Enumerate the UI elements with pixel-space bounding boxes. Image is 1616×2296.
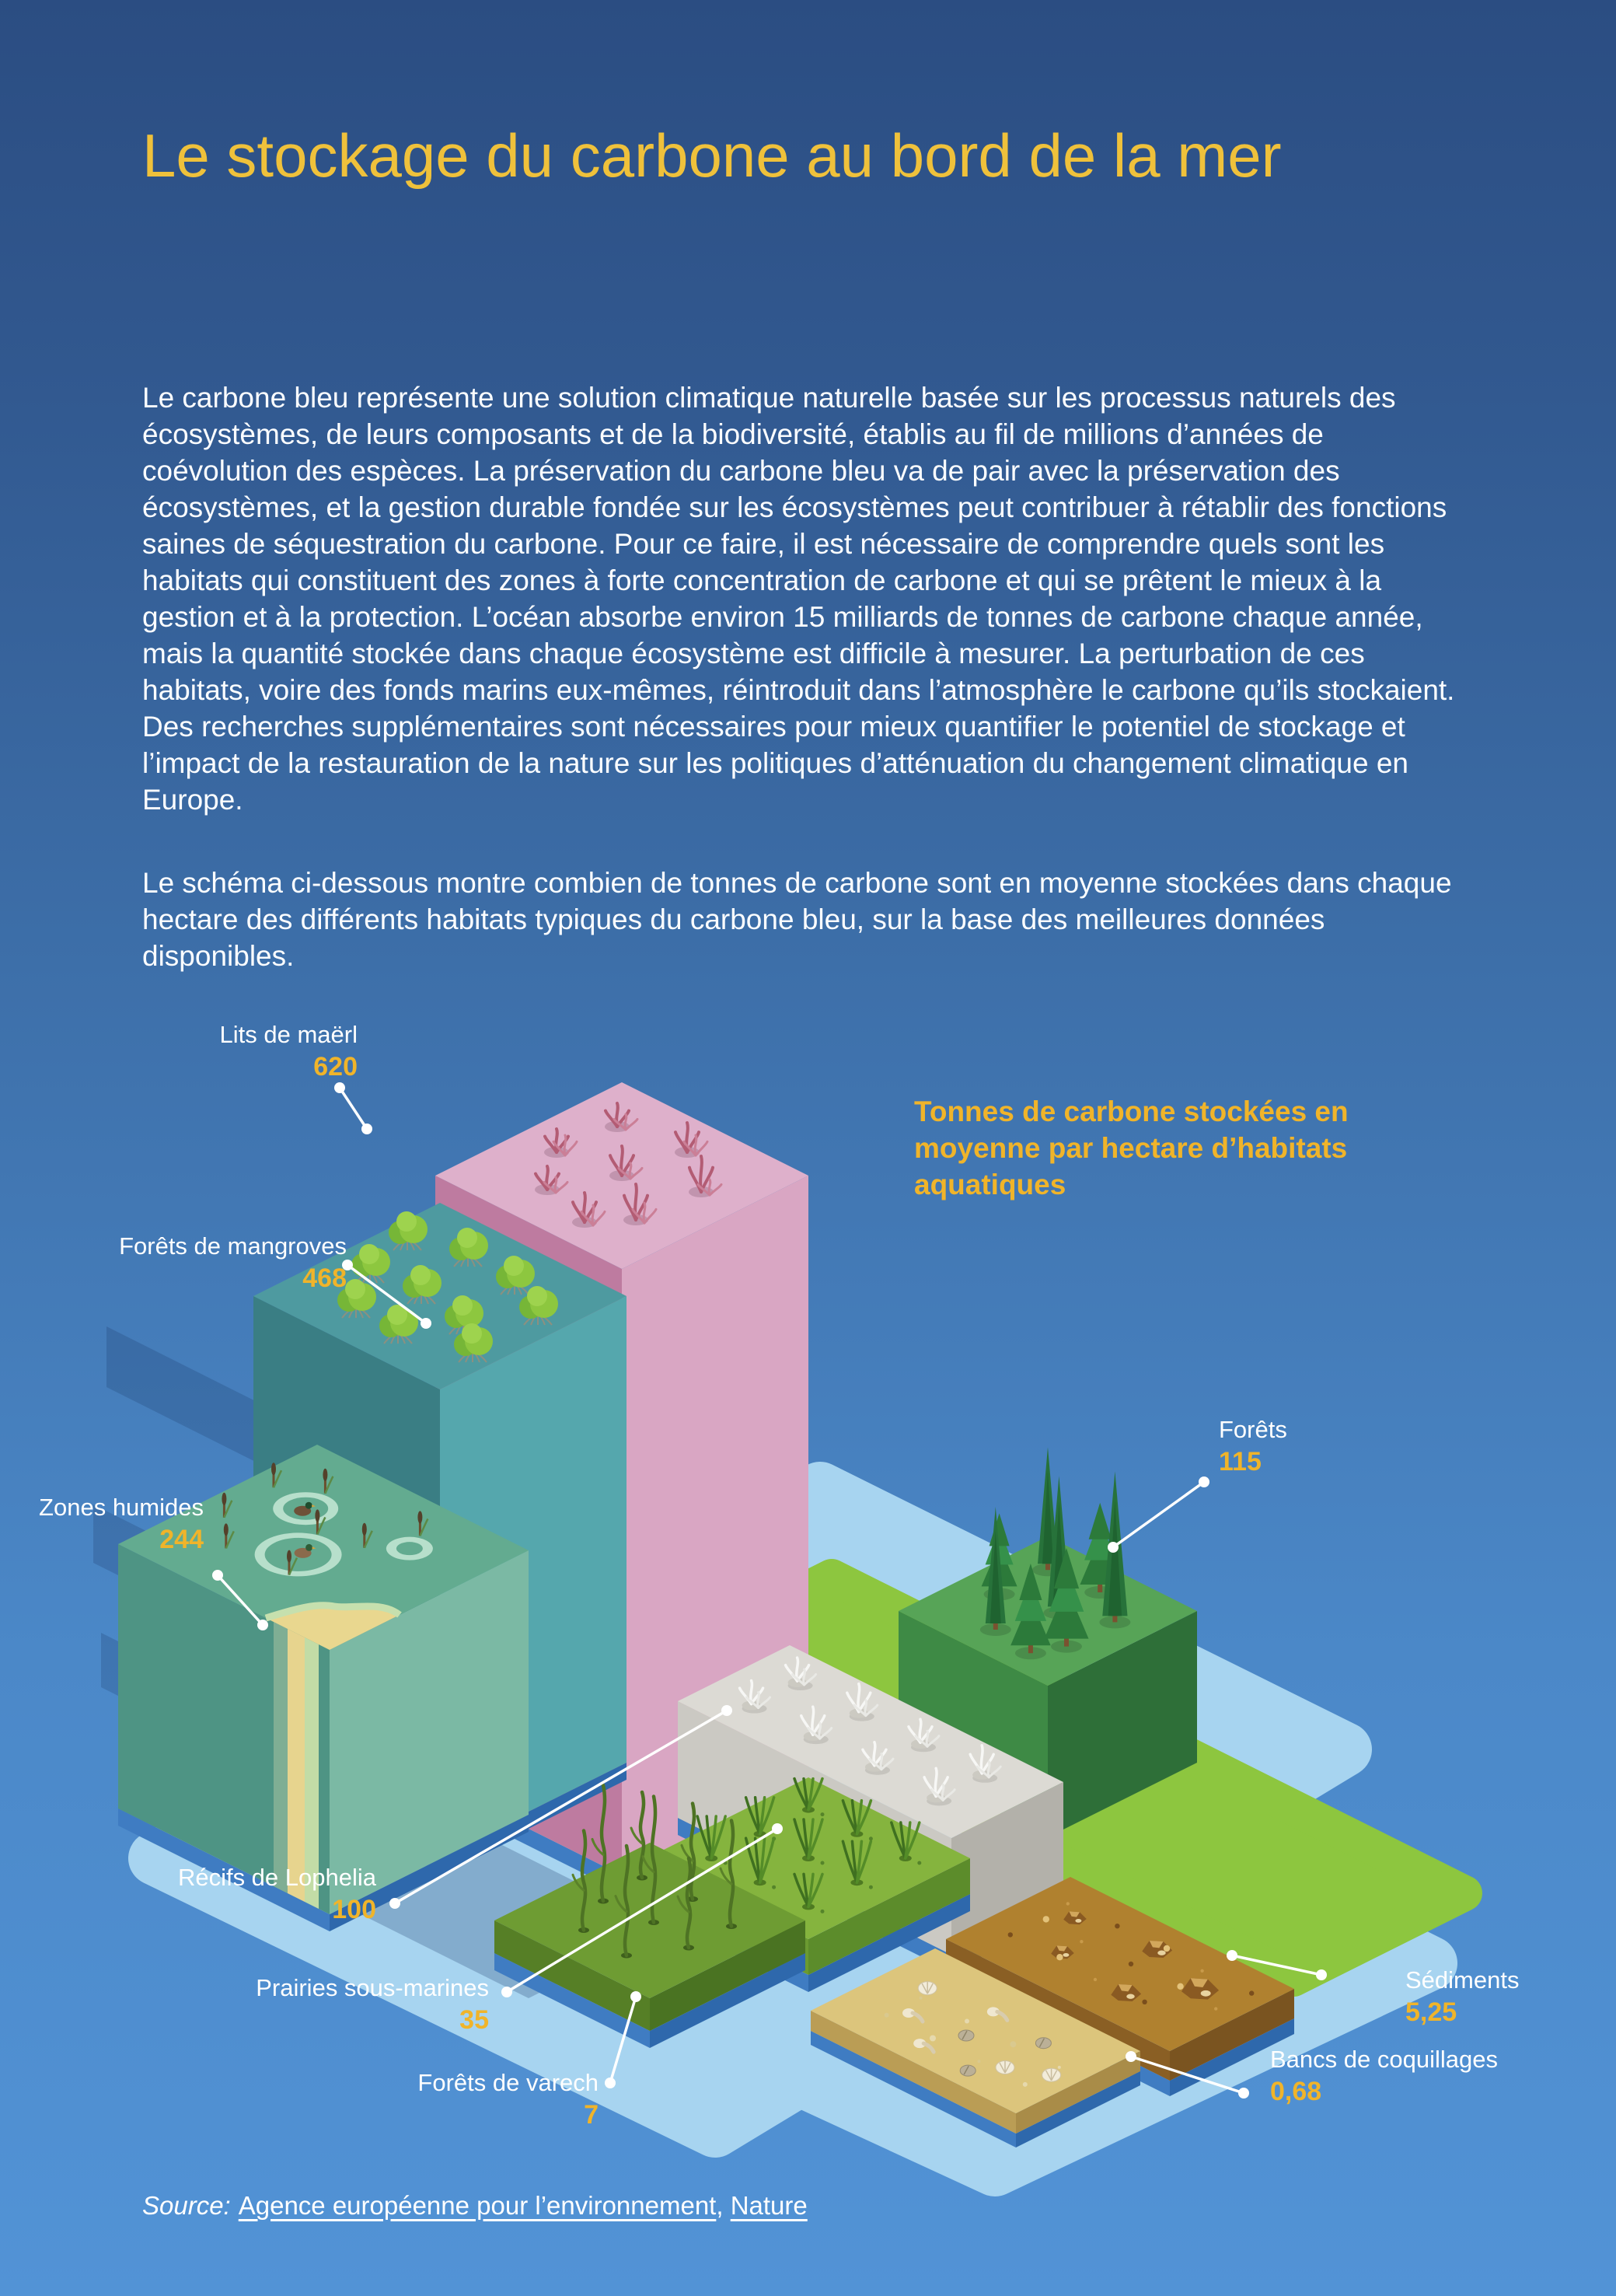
source-label: Source: <box>142 2191 231 2220</box>
habitat-value: 244 <box>159 1525 204 1554</box>
habitat-label: Bancs de coquillages <box>1270 2046 1498 2073</box>
callout-recifs-de-lophelia: Récifs de Lophelia 100 <box>178 1863 376 1925</box>
habitat-value: 0,68 <box>1270 2077 1322 2106</box>
callout-forets-de-varech: Forêts de varech 7 <box>417 2068 599 2130</box>
habitat-value: 115 <box>1219 1447 1262 1476</box>
source-link-eea[interactable]: Agence européenne pour l’environnement <box>238 2191 717 2220</box>
figure-intro-paragraph: Le schéma ci-dessous montre combien de t… <box>142 867 1452 972</box>
callout-lits-de-maerl: Lits de maërl 620 <box>220 1020 358 1082</box>
habitat-label: Forêts de varech <box>417 2069 599 2096</box>
habitat-label: Sédiments <box>1405 1966 1520 1994</box>
habitat-label: Prairies sous-marines <box>256 1974 489 2001</box>
habitat-label: Zones humides <box>39 1494 204 1521</box>
habitat-label: Forêts <box>1219 1416 1287 1443</box>
habitat-value: 35 <box>459 2005 489 2035</box>
habitat-value: 620 <box>313 1052 358 1082</box>
callout-forets-de-mangroves: Forêts de mangroves 468 <box>119 1232 347 1294</box>
callout-sediments: Sédiments 5,25 <box>1405 1966 1519 2028</box>
source-link-nature[interactable]: Nature <box>730 2191 808 2220</box>
habitat-value: 100 <box>332 1895 376 1924</box>
habitat-label: Lits de maërl <box>219 1021 358 1048</box>
chart-legend: Tonnes de carbone stockées en moyenne pa… <box>914 1096 1349 1200</box>
source-separator: , <box>716 2191 731 2220</box>
callout-prairies-sous-marines: Prairies sous-marines 35 <box>256 1973 489 2036</box>
habitat-value: 7 <box>584 2100 599 2130</box>
habitat-label: Récifs de Lophelia <box>177 1864 376 1891</box>
source-line: Source: Agence européenne pour l’environn… <box>142 2191 808 2221</box>
callout-zones-humides: Zones humides 244 <box>39 1493 204 1555</box>
callout-bancs-de-coquillages: Bancs de coquillages 0,68 <box>1270 2045 1498 2107</box>
intro-paragraph: Le carbone bleu représente une solution … <box>142 382 1455 816</box>
habitat-value: 468 <box>302 1263 347 1293</box>
callout-forets: Forêts 115 <box>1219 1415 1287 1477</box>
habitat-label: Forêts de mangroves <box>119 1232 347 1260</box>
habitat-value: 5,25 <box>1405 1997 1457 2027</box>
page-title: Le stockage du carbone au bord de la mer <box>142 121 1282 190</box>
